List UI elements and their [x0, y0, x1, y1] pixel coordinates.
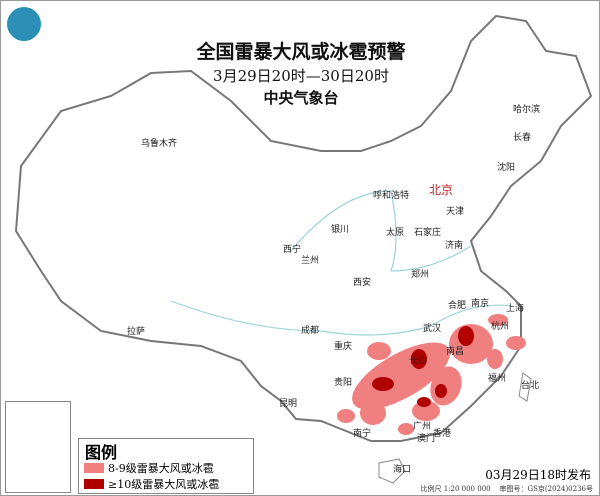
south-china-sea-inset	[5, 401, 71, 493]
yellow-river	[290, 190, 472, 272]
city-label: 济南	[445, 241, 464, 251]
warning-area-moderate	[360, 401, 386, 425]
warning-area-moderate	[412, 401, 440, 421]
map-footer: 比例尺 1:20 000 000 审图号：GS京(2024)0236号	[420, 484, 593, 494]
warning-area-moderate	[487, 349, 503, 369]
warning-area-moderate	[398, 423, 414, 435]
city-label: 福州	[488, 374, 507, 384]
city-label: 台北	[521, 381, 540, 391]
legend-swatch-moderate	[84, 463, 104, 473]
city-label: 拉萨	[127, 327, 146, 337]
warning-area-severe	[458, 326, 474, 346]
city-label: 海口	[393, 465, 412, 475]
city-label: 沈阳	[497, 163, 516, 173]
city-label: 太原	[386, 228, 405, 238]
city-label: 武汉	[423, 324, 442, 334]
legend: 图例 8-9级雷暴大风或冰雹 ≥10级雷暴大风或冰雹	[78, 438, 254, 494]
city-label: 哈尔滨	[513, 105, 541, 115]
hainan-island	[378, 458, 406, 484]
legend-label-severe: ≥10级雷暴大风或冰雹	[108, 478, 220, 491]
approval-number: 审图号：GS京(2024)0236号	[499, 485, 593, 493]
city-label: 天津	[446, 207, 465, 217]
city-label: 贵阳	[334, 378, 353, 388]
city-label: 乌鲁木齐	[141, 139, 178, 149]
china-outline	[14, 14, 593, 442]
city-label: 广州	[413, 422, 432, 432]
city-label: 西宁	[283, 245, 302, 255]
legend-title: 图例	[85, 443, 118, 462]
scale-text: 比例尺 1:20 000 000	[420, 485, 491, 493]
city-label: 昆明	[279, 399, 298, 409]
legend-label-moderate: 8-9级雷暴大风或冰雹	[108, 462, 214, 475]
city-label: 长沙	[409, 356, 428, 366]
legend-swatch-severe	[84, 479, 104, 489]
city-label: 合肥	[448, 301, 467, 311]
city-label: 成都	[301, 326, 320, 336]
city-label: 石家庄	[414, 228, 442, 238]
city-label: 南宁	[353, 429, 372, 439]
map-agency: 中央气象台	[263, 89, 339, 107]
map-period: 3月29日20时—30日20时	[213, 67, 389, 85]
warning-area-severe	[435, 384, 447, 398]
city-label: 南昌	[446, 347, 465, 357]
city-label: 重庆	[334, 342, 353, 352]
city-label: 呼和浩特	[373, 191, 410, 201]
warning-area-moderate	[506, 336, 526, 350]
yangtze-river	[170, 300, 512, 336]
warning-area-moderate	[367, 342, 391, 360]
city-label: 南京	[471, 299, 490, 309]
cma-logo-icon	[7, 7, 41, 41]
city-label: 郑州	[411, 270, 430, 280]
warning-area-severe	[372, 377, 394, 391]
taiwan-island	[518, 372, 532, 402]
city-label: 西安	[353, 278, 372, 288]
issued-time: 03月29日18时发布	[485, 468, 591, 482]
city-label: 澳门	[417, 434, 436, 444]
city-label: 杭州	[491, 322, 510, 332]
city-label: 银川	[331, 225, 350, 235]
city-label: 北京	[429, 183, 454, 197]
warning-area-severe	[417, 397, 431, 407]
legend-item-moderate: 8-9级雷暴大风或冰雹	[84, 460, 214, 476]
city-label: 香港	[433, 429, 452, 439]
city-label: 兰州	[301, 256, 320, 266]
warning-area-severe	[411, 349, 427, 369]
legend-item-severe: ≥10级雷暴大风或冰雹	[84, 476, 219, 492]
warning-area-moderate	[337, 409, 355, 423]
city-label: 上海	[506, 304, 525, 314]
warning-area-moderate	[424, 345, 442, 357]
warning-area-moderate	[488, 314, 508, 326]
city-label: 长春	[513, 133, 532, 143]
map-title: 全国雷暴大风或冰雹预警	[196, 41, 406, 63]
